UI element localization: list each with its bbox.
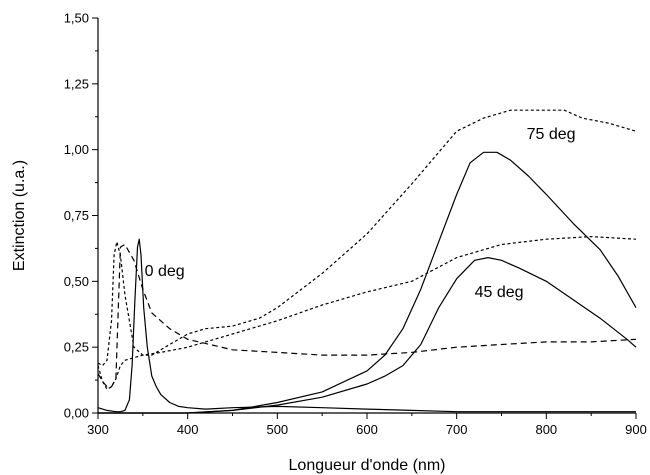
- x-tick-label: 400: [177, 422, 199, 437]
- x-tick-label: 800: [535, 422, 557, 437]
- annotation-0-deg: 0 deg: [145, 263, 185, 280]
- annotation-45-deg: 45 deg: [475, 284, 524, 301]
- y-axis-title: Extinction (u.a.): [11, 160, 28, 271]
- series-line-2-solid: [98, 257, 637, 414]
- series-group: [97, 109, 637, 414]
- series-line-6-dotted: [97, 109, 637, 367]
- plot-frame: [97, 18, 636, 414]
- series-line-1-solid: [97, 238, 636, 413]
- y-tick-label: 1,00: [64, 142, 89, 157]
- x-tick-label: 300: [87, 422, 109, 437]
- annotation-75-deg: 75 deg: [527, 126, 576, 143]
- x-axis-title: Longueur d'onde (nm): [289, 457, 446, 474]
- x-tick-label: 900: [625, 422, 647, 437]
- series-line-3-solid: [98, 151, 637, 414]
- series-line-5-dotted: [97, 236, 637, 390]
- tick-labels-group: 300 400 500 600 700 800 900 0,00 0,25 0,50 0,75 1,0…: [64, 11, 647, 438]
- y-tick-label: 0,25: [64, 340, 89, 355]
- x-tick-label: 500: [266, 422, 288, 437]
- x-tick-label: 700: [446, 422, 468, 437]
- annotations-group: 0 deg 45 deg 75 deg: [145, 126, 576, 301]
- y-tick-label: 1,25: [64, 76, 89, 91]
- x-tick-label: 600: [356, 422, 378, 437]
- y-tick-label: 0,75: [64, 208, 89, 223]
- y-tick-label: 0,00: [64, 406, 89, 421]
- ticks-group: [92, 17, 637, 419]
- y-tick-label: 1,50: [64, 11, 89, 26]
- y-tick-label: 0,50: [64, 274, 89, 289]
